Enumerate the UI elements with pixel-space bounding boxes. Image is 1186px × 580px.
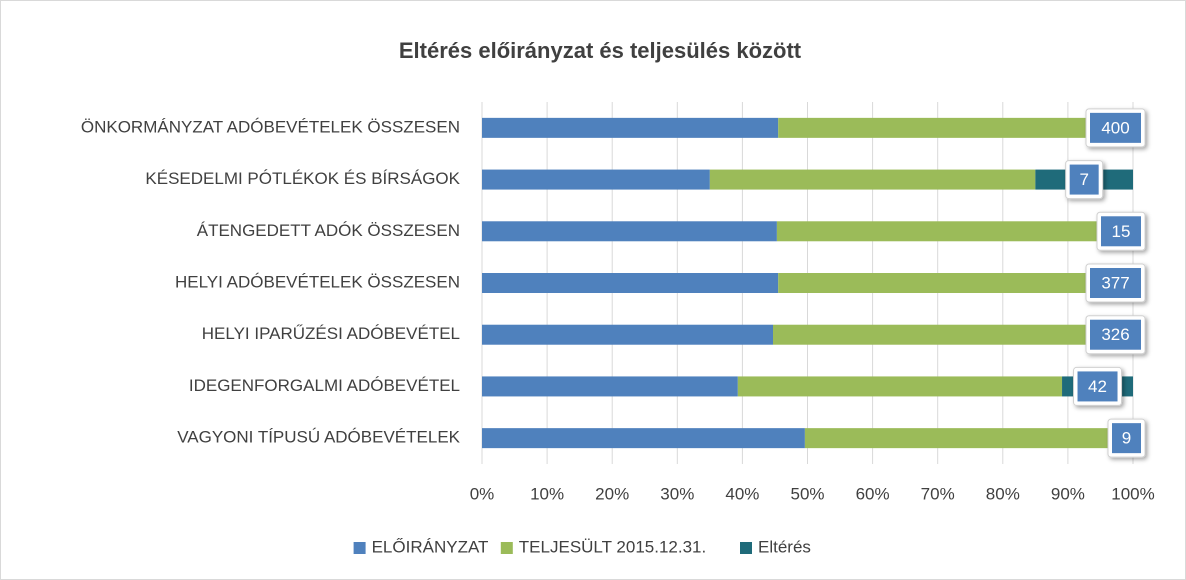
bar-segment (709, 169, 1036, 190)
x-tick-label: 20% (595, 484, 629, 503)
x-tick-label: 90% (1051, 484, 1085, 503)
legend-label: TELJESÜLT 2015.12.31. (519, 537, 706, 556)
bar-segment (482, 376, 738, 397)
y-tick-label: IDEGENFORGALMI ADÓBEVÉTEL (189, 376, 460, 395)
chart-title: Eltérés előirányzat és teljesülés között (399, 38, 802, 63)
legend-label: Eltérés (758, 537, 811, 556)
y-tick-label: HELYI IPARŰZÉSI ADÓBEVÉTEL (202, 324, 460, 343)
bar-segment (482, 428, 805, 449)
bar-segment (482, 169, 710, 190)
x-tick-label: 50% (790, 484, 824, 503)
y-tick-label: HELYI ADÓBEVÉTELEK ÖSSZESEN (175, 272, 460, 291)
x-tick-label: 0% (470, 484, 495, 503)
data-label-fill (1090, 112, 1141, 143)
bar-segment (482, 273, 779, 293)
legend-swatch (500, 542, 513, 554)
data-label: 400 (1101, 118, 1129, 137)
bar-segment (778, 117, 1130, 138)
x-tick-label: 100% (1111, 484, 1154, 503)
bar-segment (772, 324, 1130, 345)
y-tick-label: KÉSEDELMI PÓTLÉKOK ÉS BÍRSÁGOK (145, 169, 460, 188)
data-label-fill (1101, 216, 1141, 247)
data-label: 42 (1088, 377, 1107, 396)
bar-segment (482, 221, 777, 242)
legend-label: ELŐIRÁNYZAT (372, 537, 489, 556)
bar-segment (482, 324, 773, 345)
y-tick-label: VAGYONI TÍPUSÚ ADÓBEVÉTELEK (177, 428, 460, 447)
x-tick-label: 80% (986, 484, 1020, 503)
data-label-fill (1090, 268, 1141, 298)
legend-swatch (740, 542, 752, 554)
data-label: 7 (1079, 170, 1088, 189)
data-label-fill (1112, 423, 1141, 454)
bar-segment (776, 221, 1130, 242)
bar-segment (804, 428, 1131, 449)
data-label: 15 (1112, 222, 1131, 241)
x-tick-label: 40% (725, 484, 759, 503)
data-label-fill (1077, 371, 1118, 402)
bar-segment (482, 117, 779, 138)
data-label: 377 (1101, 273, 1129, 292)
x-tick-label: 30% (660, 484, 694, 503)
data-label: 326 (1101, 325, 1129, 344)
data-label-fill (1090, 319, 1141, 350)
y-tick-label: ÁTENGEDETT ADÓK ÖSSZESEN (197, 221, 460, 240)
y-tick-label: ÖNKORMÁNYZAT ADÓBEVÉTELEK ÖSSZESEN (81, 117, 460, 136)
bar-segment (778, 273, 1130, 293)
x-tick-label: 10% (530, 484, 564, 503)
legend-swatch (353, 542, 366, 554)
x-tick-label: 60% (856, 484, 890, 503)
data-label: 9 (1122, 429, 1131, 448)
x-tick-label: 70% (921, 484, 955, 503)
data-label-fill (1069, 164, 1099, 195)
bar-segment (737, 376, 1063, 397)
